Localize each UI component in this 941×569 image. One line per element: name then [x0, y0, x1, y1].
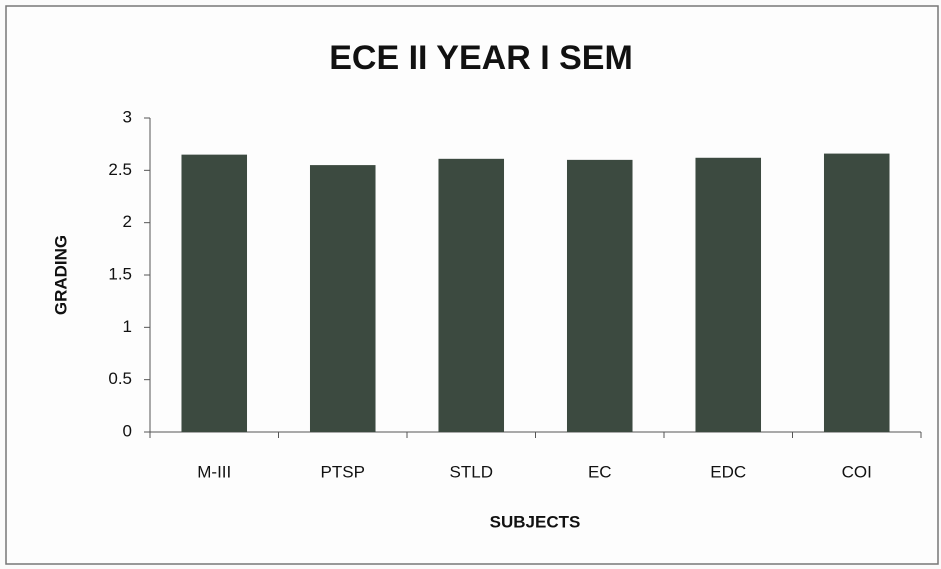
- x-tick-label: EDC: [710, 462, 746, 481]
- y-tick-label: 0.5: [108, 369, 132, 388]
- y-tick-label: 1: [123, 317, 132, 336]
- x-tick-label: STLD: [450, 462, 493, 481]
- x-tick-label: PTSP: [321, 462, 365, 481]
- y-tick-label: 3: [123, 107, 132, 126]
- bar: [823, 153, 890, 432]
- y-tick-label: 2.5: [108, 160, 132, 179]
- chart-title: ECE II YEAR I SEM: [329, 39, 633, 77]
- bar: [438, 158, 505, 432]
- x-tick-label: M-III: [197, 462, 231, 481]
- y-axis-label: GRADING: [51, 235, 70, 315]
- y-tick-label: 2: [123, 212, 132, 231]
- x-tick-label: EC: [588, 462, 612, 481]
- bar: [566, 159, 633, 432]
- x-tick-label: COI: [842, 462, 872, 481]
- y-tick-label: 0: [123, 421, 132, 440]
- x-axis-label: SUBJECTS: [490, 512, 581, 531]
- bar: [695, 157, 762, 433]
- bar: [309, 165, 376, 432]
- y-tick-label: 1.5: [108, 264, 132, 283]
- bar: [181, 154, 248, 432]
